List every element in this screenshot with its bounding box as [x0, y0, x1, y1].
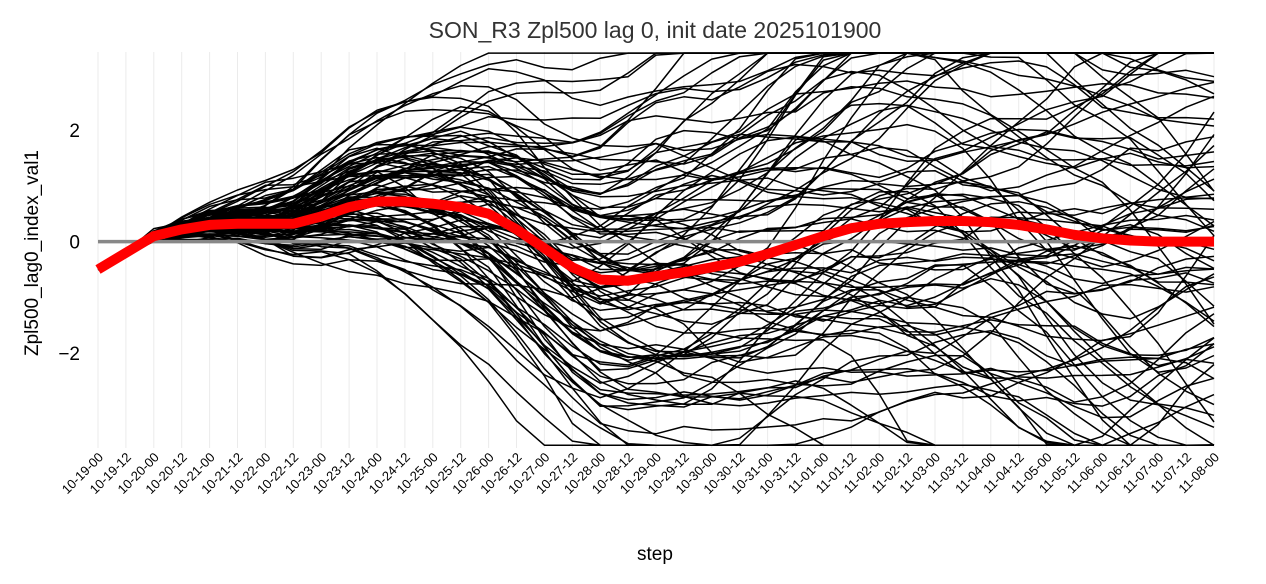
- ensemble-member-line: [97, 52, 1214, 325]
- x-tick-labels: 10-19-0010-19-1210-20-0010-20-1210-21-00…: [59, 450, 1222, 497]
- ensemble-member-line: [97, 184, 1214, 446]
- ensemble-member-line: [97, 129, 1215, 271]
- ensemble-member-line: [97, 161, 1214, 446]
- x-axis-label: step: [637, 544, 673, 565]
- y-tick-label: 0: [69, 233, 80, 254]
- chart-title: SON_R3 Zpl500 lag 0, init date 202510190…: [429, 17, 882, 43]
- ensemble-member-line: [97, 102, 1215, 272]
- ensemble-member-line: [97, 222, 1214, 446]
- ensemble-mean-group: [95, 196, 1214, 286]
- ensemble-member-line: [97, 96, 1215, 322]
- y-tick-labels: −2 0 2: [58, 121, 80, 365]
- ensemble-member-line: [97, 165, 1215, 308]
- ensemble-member-line: [97, 206, 1215, 380]
- ensemble-mean-line: [95, 196, 1214, 286]
- ensemble-member-line: [97, 52, 1215, 325]
- ensemble-member-line: [97, 52, 1214, 312]
- y-tick-label: 2: [69, 121, 80, 142]
- ensemble-member-line: [97, 170, 1215, 446]
- y-axis-label: Zpl500_lag0_index_val1: [22, 150, 43, 356]
- ensemble-member-line: [97, 80, 1215, 271]
- y-tick-label: −2: [58, 344, 80, 365]
- ensemble-member-line: [97, 156, 1214, 446]
- ensemble-member-line: [97, 136, 1214, 446]
- ensemble-member-line: [97, 70, 1215, 271]
- ensemble-member-line: [97, 198, 1215, 359]
- ensemble-member-line: [97, 135, 1215, 299]
- ensemble-member-line: [97, 128, 1215, 271]
- ensemble-member-line: [97, 202, 1215, 406]
